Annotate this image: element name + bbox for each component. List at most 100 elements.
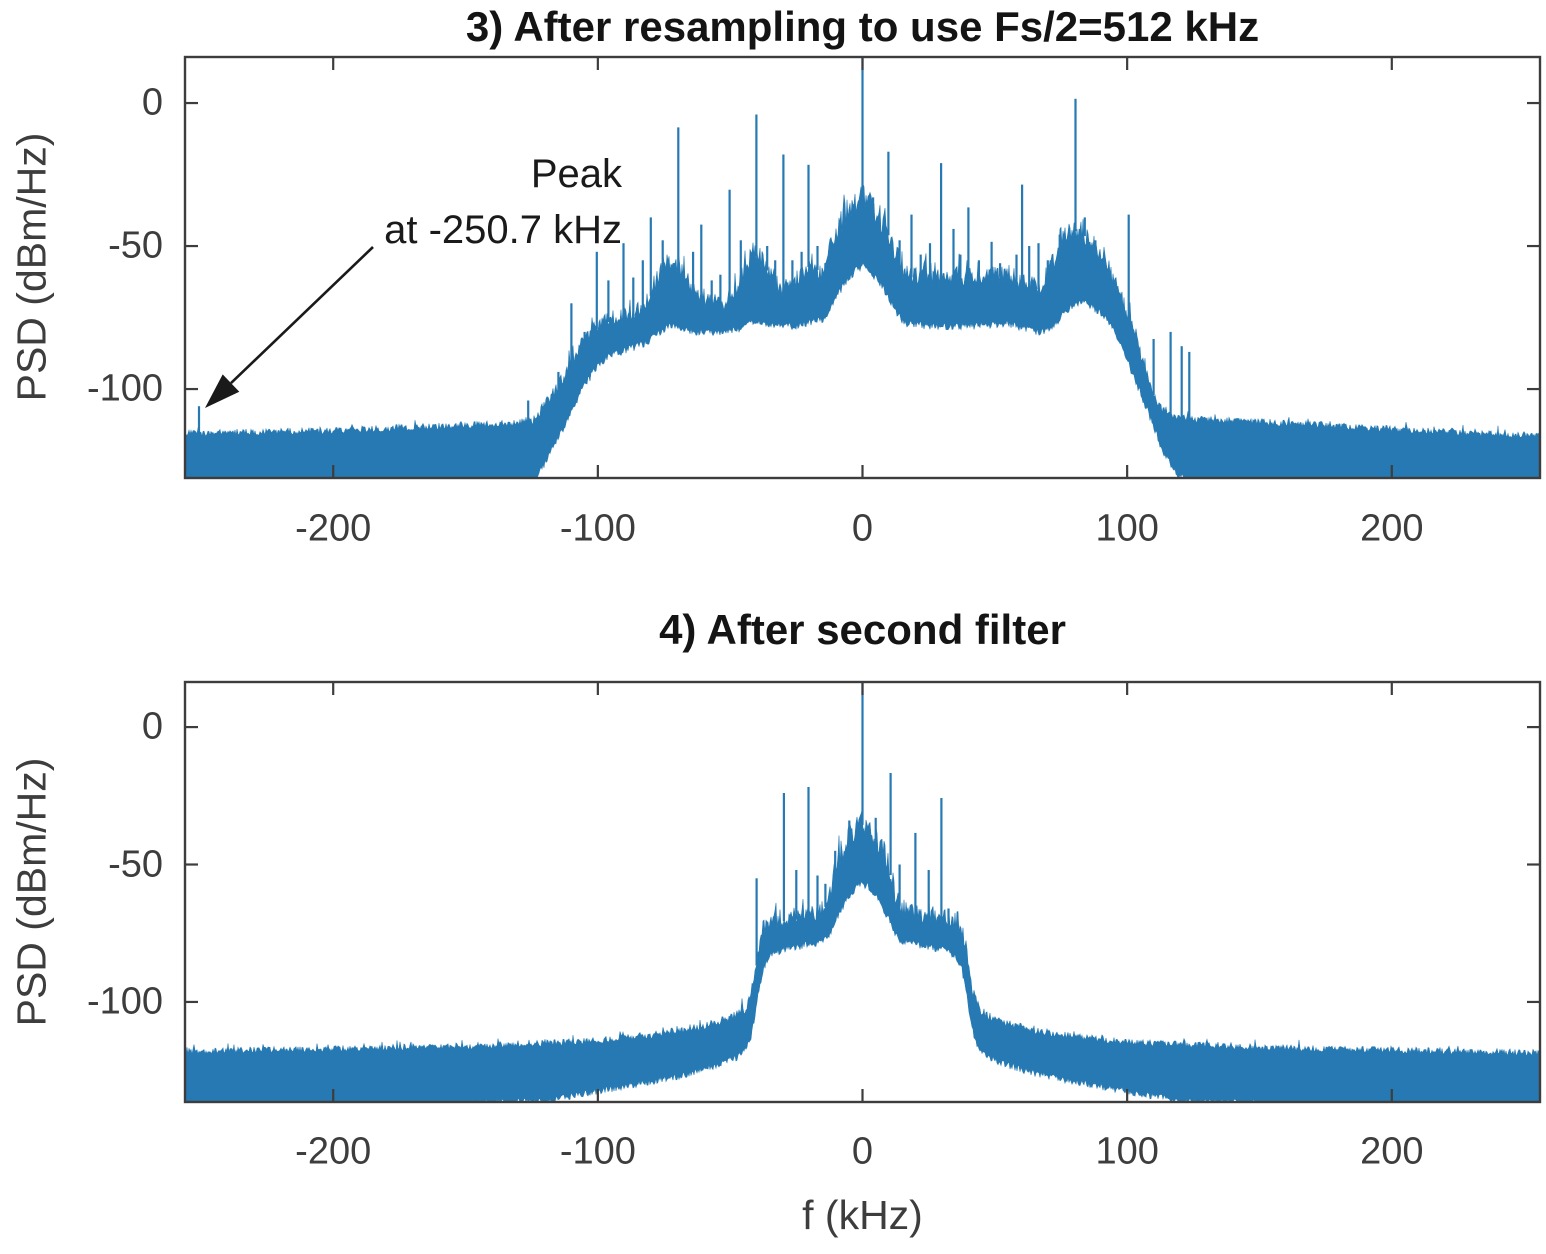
psd-spike: [661, 240, 664, 274]
psd-spike: [766, 246, 769, 271]
bottom-plot-xlabel: f (kHz): [802, 1192, 923, 1238]
psd-spike: [1058, 234, 1061, 251]
y-tick-label: -50: [108, 224, 163, 267]
top-plot-title: 3) After resampling to use Fs/2=512 kHz: [465, 3, 1260, 50]
peak-annotation-line1: Peak: [530, 152, 622, 196]
psd-spike: [570, 303, 573, 368]
psd-spike: [928, 243, 932, 281]
psd-spike: [607, 280, 610, 322]
psd-spike: [595, 251, 598, 329]
psd-spike: [795, 870, 798, 920]
psd-spike: [800, 251, 803, 276]
psd-spike: [999, 263, 1002, 277]
y-tick-label: -50: [108, 843, 163, 885]
bottom-plot-ylabel: PSD (dBm/Hz): [8, 757, 55, 1027]
psd-spike: [834, 850, 837, 870]
psd-spike: [977, 260, 980, 279]
psd-spike: [755, 878, 758, 966]
peak-annotation: Peak at -250.7 kHz: [330, 146, 622, 258]
psd-spike: [622, 243, 625, 319]
x-tick-label: -200: [295, 1130, 372, 1173]
psd-spike: [782, 154, 785, 292]
psd-spike: [914, 832, 917, 915]
psd-spike: [719, 274, 722, 305]
psd-spike: [947, 908, 950, 922]
x-tick-label: 0: [851, 507, 874, 550]
psd-spike: [807, 787, 810, 916]
psd-spike: [1094, 240, 1097, 251]
psd-spike: [632, 277, 635, 316]
x-tick-label: 0: [851, 1130, 874, 1173]
x-tick-label: -200: [295, 507, 372, 550]
psd-spike: [1074, 98, 1077, 232]
y-tick-label: 0: [141, 705, 163, 748]
top-plot-ylabel: PSD (dBm/Hz): [8, 132, 55, 402]
psd-spike: [692, 251, 695, 295]
psd-spike: [927, 870, 930, 919]
psd-spike: [755, 114, 758, 257]
psd-spike: [959, 254, 962, 280]
psd-spike: [782, 793, 785, 921]
psd-spike: [807, 164, 810, 267]
psd-spike: [197, 406, 201, 437]
psd-spike: [816, 246, 819, 270]
psd-spike: [1083, 217, 1086, 237]
psd-spike: [1180, 346, 1183, 422]
psd-spike: [527, 400, 530, 424]
psd-spike: [583, 331, 586, 344]
x-tick-label: 100: [1095, 507, 1159, 550]
psd-spike: [710, 280, 713, 304]
psd-spike: [990, 241, 993, 278]
psd-spike: [766, 925, 769, 928]
psd-spike: [898, 240, 901, 265]
x-tick-label: 200: [1360, 1130, 1424, 1173]
psd-spike: [728, 189, 731, 299]
x-tick-label: 200: [1360, 507, 1424, 550]
psd-spike: [824, 883, 827, 907]
psd-spike: [1141, 360, 1145, 365]
psd-trace: [184, 810, 1541, 1104]
psd-spike: [557, 371, 560, 389]
psd-spike: [1046, 260, 1049, 276]
psd-spike: [1037, 243, 1040, 289]
y-tick-label: -100: [86, 980, 163, 1023]
psd-spike: [791, 260, 794, 287]
psd-spike: [816, 875, 819, 914]
annotation-arrow-line: [230, 246, 374, 385]
psd-spike: [542, 406, 545, 410]
psd-spike: [1152, 339, 1155, 395]
annotation-arrow-head: [205, 374, 240, 408]
psd-spike: [848, 820, 851, 839]
psd-spike: [1127, 214, 1130, 322]
psd-spike: [861, 57, 864, 202]
psd-spike: [889, 773, 892, 876]
x-tick-label: -100: [559, 507, 636, 550]
psd-spike: [952, 228, 955, 280]
psd-spike: [861, 683, 864, 825]
x-tick-label: -100: [559, 1130, 636, 1173]
peak-annotation-line2: at -250.7 kHz: [384, 208, 622, 252]
psd-spike: [887, 151, 890, 236]
psd-spike: [898, 864, 901, 907]
bottom-plot-title: 4) After second filter: [659, 606, 1066, 653]
psd-spike: [824, 263, 827, 269]
y-tick-label: 0: [141, 81, 163, 124]
psd-spike: [677, 127, 680, 271]
y-tick-label: -100: [86, 367, 163, 410]
psd-spike: [700, 224, 703, 300]
psd-spike: [641, 260, 644, 311]
psd-spike: [967, 207, 970, 279]
psd-spike: [1188, 351, 1191, 422]
psd-spike: [649, 217, 652, 297]
psd-spike: [1169, 331, 1172, 418]
psd-spike: [872, 197, 875, 212]
psd-spike: [1028, 246, 1031, 288]
psd-spike: [774, 260, 777, 285]
psd-spike: [874, 817, 877, 840]
psd-spike: [1015, 254, 1018, 282]
psd-spike: [910, 214, 913, 278]
psd-spike: [1021, 184, 1024, 285]
psd-spike: [739, 240, 742, 281]
